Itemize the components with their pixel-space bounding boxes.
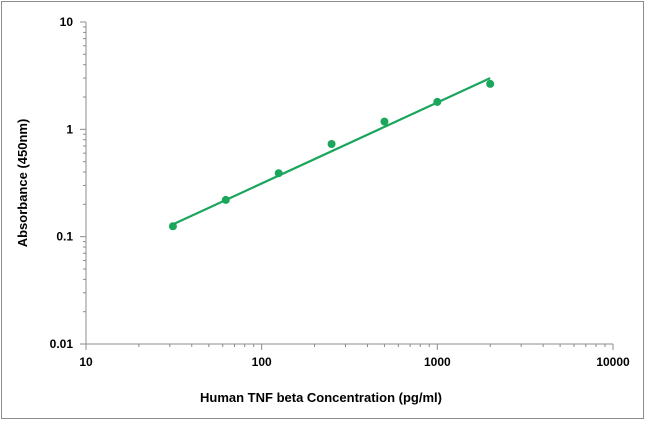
- data-point: [221, 195, 230, 204]
- data-point: [274, 169, 283, 178]
- y-tick-label: 10: [60, 15, 74, 29]
- x-tick-label: 10000: [596, 355, 630, 369]
- ticks: [80, 21, 614, 350]
- y-axis-title: Absorbance (450nm): [15, 119, 30, 248]
- y-tick-label: 0.1: [56, 230, 73, 244]
- x-axis-title: Human TNF beta Concentration (pg/ml): [200, 390, 442, 405]
- data-point: [486, 79, 495, 88]
- tick-labels: 0.01 0.1 1 10 10 100 1000 10000: [50, 15, 630, 369]
- axes: [85, 22, 613, 345]
- data-point: [433, 97, 442, 106]
- x-tick-label: 100: [252, 355, 272, 369]
- data-point: [380, 117, 389, 126]
- x-tick-label: 1000: [424, 355, 451, 369]
- fit-line: [172, 77, 491, 226]
- x-tick-label: 10: [79, 355, 93, 369]
- series: [168, 77, 495, 231]
- y-tick-label: 1: [66, 122, 73, 136]
- data-point: [327, 140, 336, 149]
- y-tick-label: 0.01: [50, 337, 74, 351]
- data-point: [168, 222, 177, 231]
